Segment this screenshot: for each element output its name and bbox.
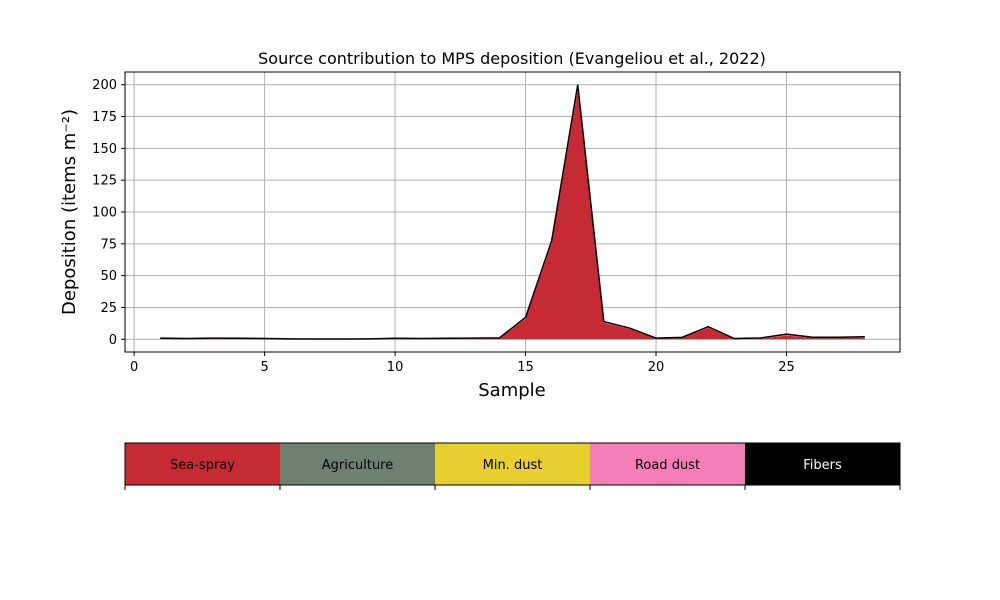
x-tick-label: 20 [648, 360, 665, 375]
y-tick-label: 100 [92, 206, 117, 221]
area-agriculture [160, 89, 865, 340]
x-tick-label: 10 [387, 360, 404, 375]
x-tick-label: 25 [778, 360, 795, 375]
y-tick-label: 200 [92, 78, 117, 93]
legend-label-road-dust: Road dust [635, 458, 700, 473]
y-tick-label: 150 [92, 142, 117, 157]
legend-swatch-sea-spray [125, 443, 280, 485]
x-tick-label: 15 [517, 360, 534, 375]
y-tick-label: 75 [100, 237, 117, 252]
area-sea-spray [160, 89, 865, 340]
legend-swatch-road-dust [590, 443, 745, 485]
area-min-dust [160, 89, 865, 340]
legend-label-fibers: Fibers [803, 458, 842, 473]
legend-frame [124, 442, 901, 486]
x-tick-label: 5 [260, 360, 268, 375]
legend-swatch-agriculture [280, 443, 435, 485]
x-axis-ticks: 0 5 10 15 20 25 [130, 352, 795, 375]
legend-swatch-min-dust [435, 443, 590, 485]
y-tick-label: 175 [92, 110, 117, 125]
area-road-dust [160, 86, 865, 340]
x-tick-label: 0 [130, 360, 138, 375]
legend-label-min-dust: Min. dust [483, 458, 543, 473]
y-tick-label: 25 [100, 301, 117, 316]
y-axis-label: Deposition (items m⁻²) [59, 109, 80, 315]
stacked-areas [160, 84, 865, 340]
legend-swatch-fibers [745, 443, 900, 485]
y-tick-label: 50 [100, 269, 117, 284]
y-axis-ticks: 0 25 50 75 100 125 150 175 200 [92, 78, 125, 348]
legend-colorbar: Sea-spray Agriculture Min. dust Road dust Fi… [124, 442, 901, 490]
legend-label-agriculture: Agriculture [322, 458, 394, 473]
y-tick-label: 0 [109, 333, 117, 348]
y-tick-label: 125 [92, 174, 117, 189]
legend-label-sea-spray: Sea-spray [170, 458, 235, 473]
grid [125, 72, 900, 352]
x-axis-label: Sample [478, 380, 546, 401]
total-outline [160, 84, 865, 340]
chart-title: Source contribution to MPS deposition (E… [258, 49, 766, 68]
